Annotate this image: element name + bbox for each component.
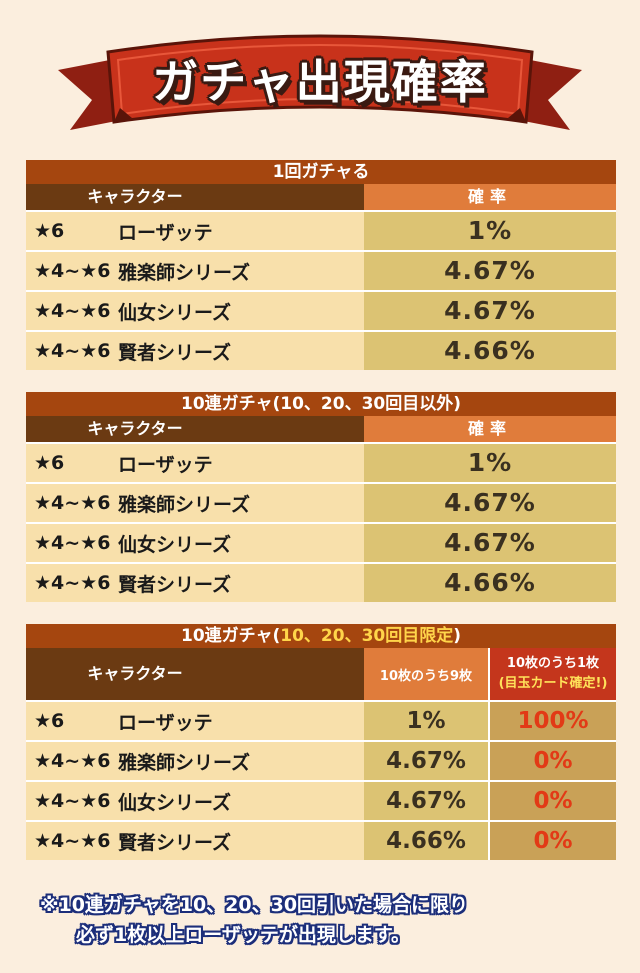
section-title: 10連ガチャ(10、20、30回目以外)	[26, 392, 616, 416]
table-row: ★6 ローザッテ 1%	[26, 210, 616, 250]
rarity-label: ★4~★6	[34, 300, 111, 322]
character-name: 賢者シリーズ	[118, 573, 232, 596]
rarity-label: ★4~★6	[34, 790, 111, 812]
table-row: ★4~★6 賢者シリーズ 4.66%	[26, 330, 616, 370]
rarity-label: ★4~★6	[34, 260, 111, 282]
section-title: 10連ガチャ(10、20、30回目限定)	[26, 624, 616, 648]
table-row: ★6 ローザッテ 1% 100%	[26, 700, 616, 740]
table-row: ★4~★6 雅楽師シリーズ 4.67% 0%	[26, 740, 616, 780]
character-name: ローザッテ	[118, 221, 213, 244]
character-name: ローザッテ	[118, 711, 213, 734]
character-name: 雅楽師シリーズ	[118, 751, 251, 774]
rate-value: 4.66%	[364, 332, 616, 370]
table-row: ★4~★6 雅楽師シリーズ 4.67%	[26, 482, 616, 522]
character-name: ローザッテ	[118, 453, 213, 476]
section-single-gacha: 1回ガチャる キャラクター 確率 ★6 ローザッテ 1% ★4~★6 雅楽師シリーズ…	[26, 160, 616, 370]
guaranteed-header-line1: 10枚のうち1枚	[506, 656, 600, 671]
table-row: ★4~★6 雅楽師シリーズ 4.67%	[26, 250, 616, 290]
column-header-character: キャラクター	[26, 648, 364, 700]
rate-value: 4.67%	[364, 292, 616, 330]
rarity-label: ★4~★6	[34, 572, 111, 594]
ribbon-graphic	[58, 34, 582, 130]
rate-value-guaranteed: 0%	[490, 782, 616, 820]
character-name: 仙女シリーズ	[118, 791, 232, 814]
section-title: 1回ガチャる	[26, 160, 616, 184]
footnote-line1: ※10連ガチャを10、20、30回引いた場合に限り	[40, 894, 469, 916]
rate-value-nine-cards: 4.67%	[364, 742, 490, 780]
character-name: 雅楽師シリーズ	[118, 493, 251, 516]
column-header-character: キャラクター	[26, 184, 364, 210]
table-row: ★4~★6 仙女シリーズ 4.67%	[26, 290, 616, 330]
column-header-guaranteed-card: 10枚のうち1枚 (目玉カード確定!)	[490, 648, 616, 700]
rate-value: 1%	[364, 212, 616, 250]
page-title: ガチャ出現確率	[152, 55, 488, 109]
rate-value-guaranteed: 100%	[490, 702, 616, 740]
table-row: ★4~★6 仙女シリーズ 4.67%	[26, 522, 616, 562]
guaranteed-header-line2: (目玉カード確定!)	[498, 676, 608, 691]
footnote: ※10連ガチャを10、20、30回引いた場合に限り 必ず1枚以上ローザッテが出現…	[40, 890, 620, 950]
table-row: ★4~★6 仙女シリーズ 4.67% 0%	[26, 780, 616, 820]
rate-value-nine-cards: 4.66%	[364, 822, 490, 860]
character-name: 賢者シリーズ	[118, 831, 232, 854]
table-row: ★4~★6 賢者シリーズ 4.66% 0%	[26, 820, 616, 860]
section-title-highlight: 10、20、30回目限定	[280, 626, 454, 646]
section-ten-gacha-limited: 10連ガチャ(10、20、30回目限定) キャラクター 10枚のうち9枚 10枚…	[26, 624, 616, 860]
section-title-suffix: )	[453, 626, 462, 646]
rarity-label: ★6	[34, 710, 65, 732]
column-header-character: キャラクター	[26, 416, 364, 442]
rarity-label: ★4~★6	[34, 750, 111, 772]
rarity-label: ★4~★6	[34, 830, 111, 852]
character-name: 雅楽師シリーズ	[118, 261, 251, 284]
rate-value-guaranteed: 0%	[490, 822, 616, 860]
table-row: ★4~★6 賢者シリーズ 4.66%	[26, 562, 616, 602]
rate-value: 4.67%	[364, 484, 616, 522]
character-name: 賢者シリーズ	[118, 341, 232, 364]
table-header: キャラクター 確率	[26, 184, 616, 210]
rate-value-nine-cards: 4.67%	[364, 782, 490, 820]
rarity-label: ★4~★6	[34, 340, 111, 362]
character-name: 仙女シリーズ	[118, 301, 232, 324]
rate-value-nine-cards: 1%	[364, 702, 490, 740]
table-header: キャラクター 10枚のうち9枚 10枚のうち1枚 (目玉カード確定!)	[26, 648, 616, 700]
rarity-label: ★4~★6	[34, 492, 111, 514]
rarity-label: ★4~★6	[34, 532, 111, 554]
section-ten-gacha-normal: 10連ガチャ(10、20、30回目以外) キャラクター 確率 ★6 ローザッテ 1…	[26, 392, 616, 602]
rarity-label: ★6	[34, 452, 65, 474]
table-header: キャラクター 確率	[26, 416, 616, 442]
column-header-rate: 確率	[364, 416, 616, 442]
character-name: 仙女シリーズ	[118, 533, 232, 556]
rate-value: 4.67%	[364, 252, 616, 290]
rate-value: 4.67%	[364, 524, 616, 562]
rate-value: 4.66%	[364, 564, 616, 602]
column-header-rate: 確率	[364, 184, 616, 210]
rate-value: 1%	[364, 444, 616, 482]
rate-value-guaranteed: 0%	[490, 742, 616, 780]
footnote-line2: 必ず1枚以上ローザッテが出現します。	[76, 924, 410, 946]
rarity-label: ★6	[34, 220, 65, 242]
column-header-nine-cards: 10枚のうち9枚	[364, 648, 490, 700]
table-row: ★6 ローザッテ 1%	[26, 442, 616, 482]
section-title-prefix: 10連ガチャ(	[180, 626, 281, 646]
title-banner: ガチャ出現確率	[0, 0, 640, 160]
